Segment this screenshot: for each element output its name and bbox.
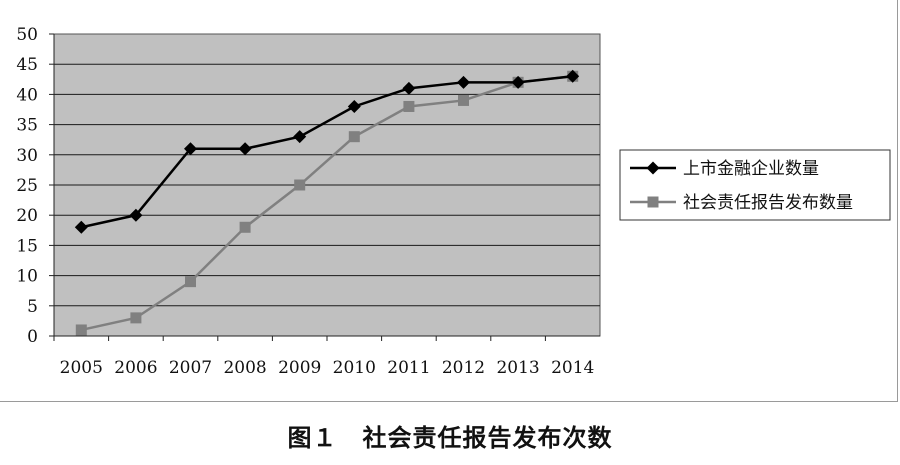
x-tick-label: 2005 [60, 358, 103, 378]
y-tick-label: 40 [16, 85, 38, 105]
data-point-diamond [184, 142, 197, 156]
data-point-diamond [129, 208, 143, 222]
data-point-diamond [293, 130, 307, 144]
data-point-square [403, 100, 415, 112]
legend-label: 社会责任报告发布数量 [683, 193, 853, 213]
data-point-diamond [511, 75, 525, 89]
x-tick-label: 2006 [114, 358, 157, 378]
data-point-diamond [457, 75, 470, 89]
data-point-square [75, 324, 87, 336]
legend-label: 上市金融企业数量 [683, 159, 819, 179]
data-point-diamond [566, 69, 580, 83]
legend-item: 社会责任报告发布数量 [630, 193, 853, 213]
y-tick-label: 15 [16, 236, 38, 256]
x-tick-label: 2014 [551, 358, 594, 378]
y-axis-ticks: 0 5 10 15 20 25 30 35 40 45 50 [16, 25, 55, 347]
data-point-diamond [402, 81, 416, 95]
data-point-square [647, 196, 659, 208]
y-tick-label: 45 [16, 55, 38, 75]
y-tick-label: 5 [27, 297, 38, 317]
y-tick-label: 50 [16, 25, 38, 45]
y-tick-label: 0 [27, 327, 38, 347]
series-line [81, 75, 573, 229]
series-line [81, 75, 573, 332]
chart-frame: 0 5 10 15 20 25 30 35 40 45 50 2005 2006 2007 2008 200… [0, 0, 898, 402]
data-point-diamond [646, 161, 660, 175]
legend-box [619, 149, 891, 221]
y-tick-label: 35 [16, 116, 38, 136]
x-tick-label: 2013 [496, 358, 539, 378]
figure-caption: 图１ 社会责任报告发布次数 [287, 424, 613, 452]
series-layer [74, 69, 580, 336]
data-point-diamond [238, 142, 252, 156]
x-tick-label: 2012 [442, 358, 485, 378]
data-point-square [130, 312, 142, 324]
x-tick-label: 2011 [387, 358, 430, 378]
y-tick-label: 25 [16, 176, 38, 196]
x-tick-label: 2010 [333, 358, 376, 378]
x-tick-label: 2009 [278, 358, 321, 378]
y-tick-label: 10 [16, 267, 38, 287]
data-point-square [185, 276, 196, 288]
gridlines [54, 63, 600, 307]
y-tick-label: 30 [16, 146, 38, 166]
data-point-square [348, 131, 360, 143]
data-point-square [458, 94, 469, 106]
legend-item: 上市金融企业数量 [630, 159, 819, 179]
y-tick-label: 20 [16, 206, 38, 226]
x-tick-label: 2007 [169, 358, 212, 378]
x-axis-ticks: 2005 2006 2007 2008 2009 2010 2011 2012 2013 2014 [53, 335, 600, 378]
data-point-diamond [347, 99, 361, 113]
data-point-square [294, 179, 306, 191]
data-point-square [239, 221, 251, 233]
series [74, 69, 580, 234]
x-tick-label: 2008 [223, 358, 266, 378]
data-point-diamond [74, 220, 88, 234]
